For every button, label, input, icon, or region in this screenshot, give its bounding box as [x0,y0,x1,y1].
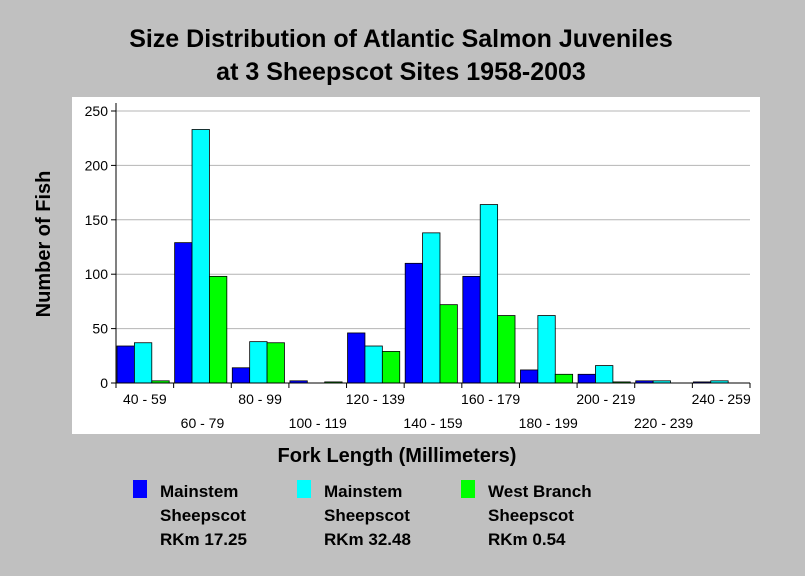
bar [520,369,539,384]
bar [554,373,574,384]
bar [266,342,285,384]
y-tick-label: 250 [85,103,109,119]
x-tick-labels: 40 - 59 60 - 79 80 - 99 100 - 119 120 - 139 1… [123,391,751,431]
bar [595,365,614,384]
x-tick-label: 140 - 159 [403,415,462,431]
legend-label: RKm 32.48 [324,530,411,549]
bar [191,129,210,384]
legend-label: RKm 0.54 [488,530,566,549]
x-tick-label: 100 - 119 [289,415,347,431]
bar [497,315,516,384]
axes [111,103,751,388]
bar [209,275,228,384]
bar [577,373,596,384]
y-tick-label: 0 [100,375,108,391]
x-tick-label: 80 - 99 [238,391,282,407]
y-tick-label: 150 [85,212,109,228]
bar [116,345,135,384]
x-tick-label: 120 - 139 [346,391,405,407]
legend: Mainstem Sheepscot RKm 17.25 Mainstem Sheeps… [133,480,592,549]
legend-swatch [133,480,147,498]
legend-label: Sheepscot [324,506,410,525]
bar [381,351,401,384]
bar [231,367,251,384]
x-tick-label: 60 - 79 [181,415,225,431]
legend-label: Sheepscot [160,506,246,525]
legend-label: West Branch [488,482,592,501]
legend-label: Mainstem [324,482,402,501]
bar [537,315,556,384]
x-axis-title: Fork Length (Millimeters) [278,445,517,467]
chart-title-line-2: at 3 Sheepscot Sites 1958-2003 [216,58,586,86]
bar [133,342,153,384]
legend-swatch [297,480,311,498]
bars [116,129,729,384]
y-tick-label: 100 [85,266,109,282]
bar [364,345,383,384]
x-tick-label: 220 - 239 [634,415,693,431]
bar [422,232,441,384]
y-tick-label: 50 [92,321,108,337]
bar [249,341,268,384]
bar [347,332,366,384]
y-tick-labels: 0 50 100 150 200 250 [85,103,109,391]
chart-title-line-1: Size Distribution of Atlantic Salmon Juv… [129,25,673,53]
bar [174,242,193,384]
bar [462,275,481,384]
x-tick-label: 240 - 259 [692,391,751,407]
x-tick-label: 40 - 59 [123,391,167,407]
legend-label: Mainstem [160,482,238,501]
x-tick-label: 160 - 179 [461,391,520,407]
legend-swatch [461,480,475,498]
legend-label: Sheepscot [488,506,574,525]
y-tick-label: 200 [85,157,109,173]
x-tick-label: 200 - 219 [576,391,635,407]
bar [479,204,499,384]
y-axis-title: Number of Fish [33,171,55,318]
legend-label: RKm 17.25 [160,530,247,549]
bar [404,262,423,384]
x-tick-label: 180 - 199 [519,415,578,431]
bar [439,304,458,384]
